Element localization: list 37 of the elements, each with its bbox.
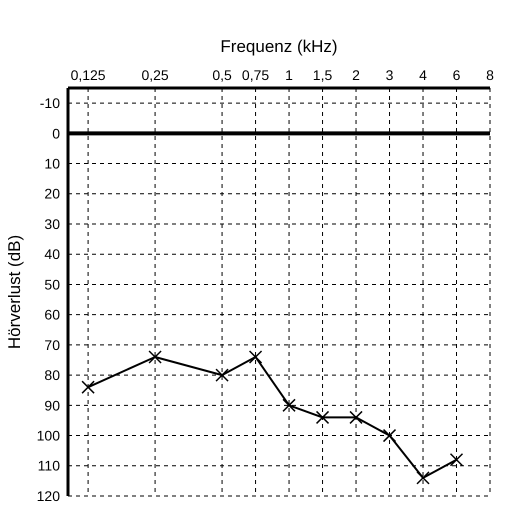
y-tick-label: 10 (44, 156, 60, 172)
x-tick-label: 1,5 (312, 67, 332, 83)
point (282, 398, 296, 412)
x-tick-label: 1 (285, 67, 294, 83)
x-tick-label: 3 (386, 67, 394, 83)
y-tick-label: 90 (44, 397, 60, 414)
y-tick-label: 70 (44, 336, 60, 353)
y-tick-label: -10 (40, 95, 60, 112)
x-tick-label: 0,25 (141, 67, 169, 83)
y-tick-label: 100 (36, 428, 60, 444)
point (148, 350, 162, 364)
y-axis-title: Hörverlust (dB) (5, 234, 24, 350)
point (215, 368, 229, 382)
x-tick-label: 0,5 (212, 67, 232, 83)
y-tick-label: 30 (44, 216, 60, 232)
y-tick-label: 0 (52, 125, 60, 142)
point (248, 350, 262, 364)
x-tick-label: 0,125 (70, 67, 106, 83)
point (316, 410, 330, 424)
y-tick-label: 60 (44, 306, 60, 323)
x-tick-label: 4 (419, 67, 428, 83)
point (416, 471, 430, 485)
y-tick-label: 20 (44, 186, 60, 202)
point (382, 428, 396, 442)
y-tick-label: 110 (38, 458, 60, 474)
y-tick-label: 80 (44, 367, 60, 384)
point (81, 380, 95, 394)
x-tick-label: 8 (486, 67, 494, 83)
x-axis-title: Frequenz (kHz) (220, 37, 338, 56)
x-tick-label: 2 (352, 67, 360, 83)
y-tick-label: 50 (44, 276, 60, 292)
point (450, 452, 464, 466)
x-tick-label: 0,75 (242, 67, 270, 83)
x-tick-label: 6 (452, 67, 461, 83)
y-tick-label: 40 (44, 246, 60, 262)
y-tick-label: 120 (36, 488, 60, 504)
point (349, 410, 363, 424)
